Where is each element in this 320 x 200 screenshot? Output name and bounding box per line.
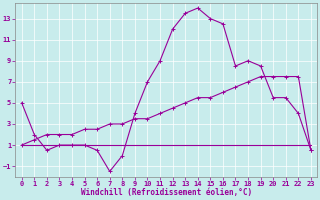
X-axis label: Windchill (Refroidissement éolien,°C): Windchill (Refroidissement éolien,°C) bbox=[81, 188, 252, 197]
